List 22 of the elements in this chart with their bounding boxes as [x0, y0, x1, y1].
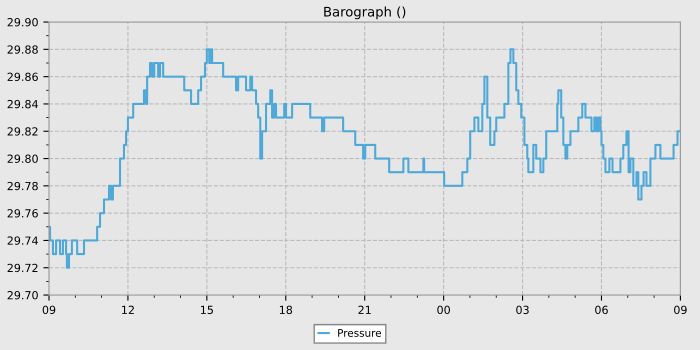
x-tick-label: 21 — [358, 306, 371, 314]
x-tick-label: 09 — [674, 306, 687, 314]
y-tick-label: 29.74 — [8, 236, 38, 245]
x-tick-label: 03 — [516, 306, 529, 314]
y-tick-label: 29.72 — [8, 264, 38, 272]
x-tick-label: 15 — [201, 306, 213, 314]
y-tick-label: 29.88 — [8, 45, 38, 54]
chart-title: Barograph () — [324, 6, 406, 20]
x-tick-label: 12 — [122, 306, 134, 314]
y-tick-label: 29.82 — [8, 127, 38, 136]
y-tick-label: 29.76 — [8, 209, 38, 218]
x-tick-label: 00 — [437, 306, 450, 314]
x-tick-label: 09 — [42, 306, 56, 314]
x-tick-label: 18 — [280, 306, 292, 314]
y-tick-label: 29.70 — [8, 291, 38, 300]
x-tick-label: 06 — [595, 306, 608, 314]
y-tick-label: 29.84 — [8, 100, 38, 108]
legend-label: Pressure — [338, 329, 382, 337]
y-tick-label: 29.90 — [8, 18, 38, 26]
y-tick-label: 29.78 — [8, 182, 38, 190]
y-tick-label: 29.86 — [8, 72, 38, 82]
y-tick-label: 29.80 — [8, 154, 38, 163]
